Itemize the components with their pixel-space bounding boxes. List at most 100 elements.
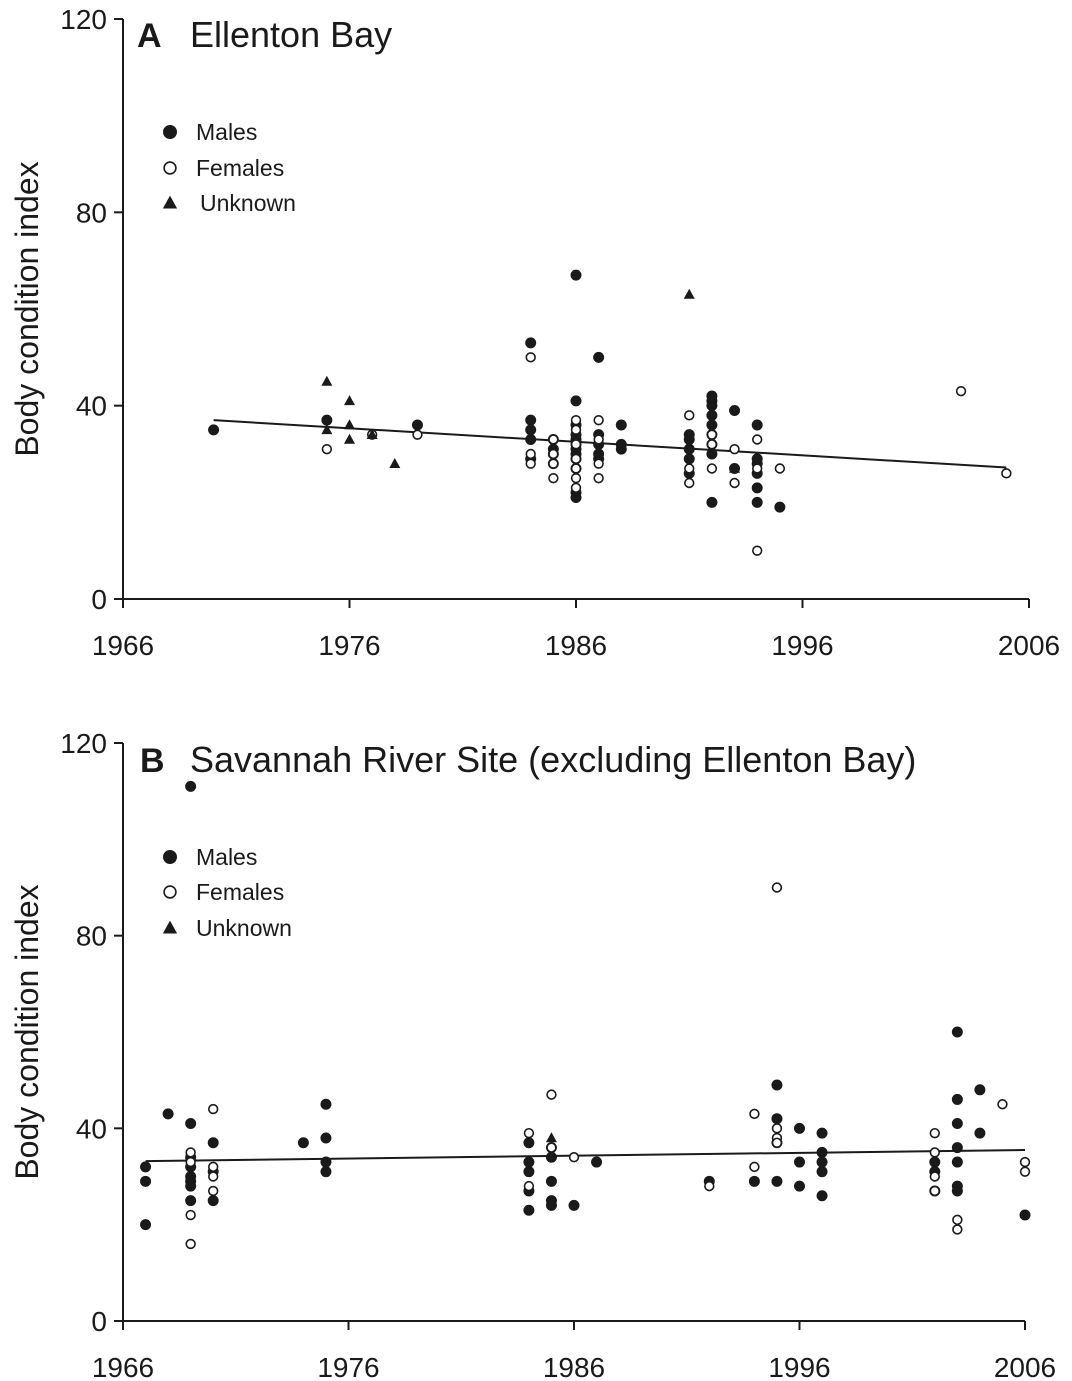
data-point [749, 1108, 760, 1120]
data-point [570, 269, 582, 281]
data-point [548, 448, 559, 460]
data-point [974, 1084, 986, 1096]
data-point [706, 419, 718, 431]
data-point [683, 443, 695, 455]
data-point [568, 1152, 580, 1163]
data-point [683, 434, 695, 445]
data-point [751, 419, 763, 431]
data-point [185, 1180, 197, 1192]
data-point [593, 472, 604, 484]
data-point [816, 1166, 828, 1178]
data-point [570, 414, 582, 426]
data-point [320, 1098, 332, 1110]
data-point [185, 1238, 196, 1250]
data-point [816, 1146, 828, 1158]
data-point [185, 1195, 197, 1207]
data-point [411, 419, 423, 431]
data-point [684, 477, 695, 489]
data-point [320, 1132, 332, 1144]
data-point [751, 496, 763, 508]
series-males [208, 269, 786, 513]
y-axis-title: Body condition index [9, 884, 45, 1179]
data-point [546, 1089, 557, 1100]
data-point [523, 1127, 535, 1139]
panel-title: Savannah River Site (excluding Ellenton … [190, 739, 916, 780]
data-point [751, 434, 763, 445]
y-axis-title: Body condition index [9, 161, 45, 456]
panel-b: 0 40 80 120 1966 1976 1986 1996 2006 Body conditi… [9, 728, 1056, 1381]
data-point [974, 1127, 986, 1139]
data-point [321, 375, 333, 386]
data-point [523, 1180, 535, 1192]
x-tick-label: 2006 [994, 1352, 1056, 1381]
series-unknown [545, 1132, 557, 1143]
data-point [615, 419, 627, 431]
data-point [771, 1079, 783, 1091]
data-point [816, 1156, 828, 1168]
data-point [162, 1108, 174, 1120]
x-tick-label: 1986 [545, 630, 607, 661]
legend-label: Unknown [196, 915, 292, 941]
x-tick-label: 1976 [317, 1352, 379, 1381]
data-point [816, 1190, 828, 1202]
data-point [366, 428, 378, 439]
data-point [749, 1161, 760, 1173]
data-point [751, 545, 763, 556]
data-point [208, 1185, 219, 1197]
data-point [751, 482, 763, 494]
data-point [546, 1142, 557, 1153]
data-point [185, 1209, 196, 1221]
legend-label: Males [196, 844, 257, 870]
data-point [748, 1175, 760, 1187]
data-point [185, 780, 197, 792]
data-point [570, 482, 582, 494]
data-point [297, 1137, 309, 1149]
legend-label: Females [196, 879, 284, 905]
data-point [1019, 1156, 1031, 1168]
data-point [140, 1219, 152, 1231]
data-point [729, 405, 741, 416]
data-point [389, 457, 401, 468]
x-tick-label: 1996 [771, 630, 833, 661]
data-point [568, 1199, 580, 1211]
data-point [548, 434, 559, 445]
data-point [683, 453, 695, 465]
data-point [525, 414, 537, 426]
data-point [208, 1171, 219, 1182]
data-point [593, 414, 604, 426]
data-point [570, 453, 582, 465]
y-tick-label: 0 [91, 1306, 107, 1337]
data-point [997, 1099, 1008, 1110]
data-point [185, 1147, 196, 1158]
data-point [952, 1224, 963, 1235]
data-point [706, 400, 718, 412]
data-point [929, 1156, 941, 1168]
data-point [344, 433, 355, 444]
data-point [525, 424, 537, 436]
data-point [570, 439, 582, 450]
data-point [545, 1132, 557, 1143]
data-point [771, 1113, 783, 1125]
data-point [140, 1161, 152, 1173]
data-point [794, 1156, 805, 1168]
data-point [545, 1199, 557, 1211]
data-point [684, 410, 695, 421]
x-tick-label: 1986 [543, 1352, 605, 1381]
data-point [771, 1123, 783, 1134]
legend-label: Females [196, 155, 284, 181]
x-tick-label: 2006 [998, 630, 1060, 661]
data-point [525, 434, 537, 445]
data-point [729, 462, 741, 473]
data-point [525, 458, 536, 469]
data-point [548, 472, 559, 484]
y-tick-label: 80 [76, 197, 107, 228]
legend-label: Unknown [200, 190, 296, 216]
data-point [591, 1156, 603, 1168]
data-point [525, 448, 536, 460]
data-point [321, 414, 333, 426]
y-tick-label: 40 [76, 1113, 107, 1144]
x-tick-label: 1976 [318, 630, 380, 661]
data-point [794, 1180, 805, 1192]
data-point [208, 1161, 219, 1173]
legend-marker-females [163, 885, 177, 899]
